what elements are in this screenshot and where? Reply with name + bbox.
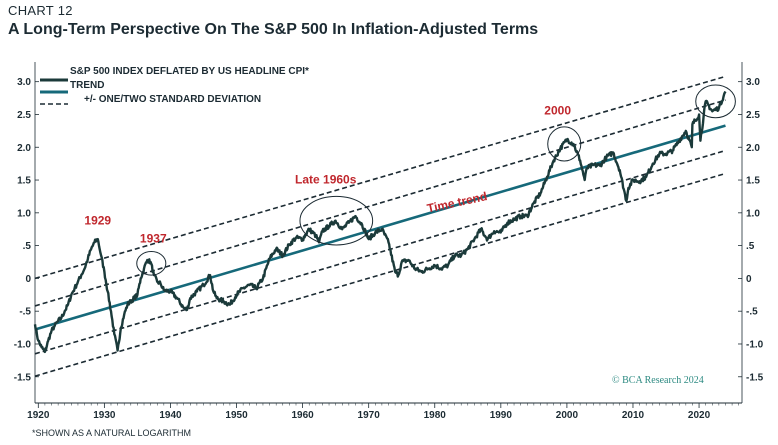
x-tick-label: 1920 <box>27 410 50 421</box>
y-tick-label-left: 0 <box>25 274 31 285</box>
index-series-group <box>33 90 727 354</box>
x-tick-label: 1940 <box>159 410 182 421</box>
y-tick-label-left: 3.0 <box>17 77 31 88</box>
highlight-circle <box>299 195 374 246</box>
highlight-circle <box>695 84 736 119</box>
legend: S&P 500 INDEX DEFLATED BY US HEADLINE CP… <box>40 66 309 105</box>
x-tick-label: 2020 <box>688 410 711 421</box>
y-tick-label-left: 1.5 <box>17 176 31 187</box>
y-tick-label-left: 2.5 <box>17 110 31 121</box>
legend-label-index: S&P 500 INDEX DEFLATED BY US HEADLINE CP… <box>70 66 309 77</box>
annotation-label: Late 1960s <box>295 172 357 186</box>
y-tick-label-right: 1.0 <box>746 208 760 219</box>
legend-label-trend: TREND <box>70 80 104 91</box>
x-tick-label: 1930 <box>93 410 116 421</box>
footnote: *SHOWN AS A NATURAL LOGARITHM <box>32 428 192 438</box>
y-tick-label-left: .5 <box>23 241 32 252</box>
y-tick-label-left: 1.0 <box>17 208 31 219</box>
x-tick-label: 1990 <box>490 410 513 421</box>
highlight-circle <box>136 251 167 276</box>
x-tick-label: 1960 <box>291 410 314 421</box>
y-tick-label-left: 2.0 <box>17 143 31 154</box>
legend-label-band: +/- ONE/TWO STANDARD DEVIATION <box>84 94 261 105</box>
y-tick-label-left: -1.5 <box>14 372 32 383</box>
y-tick-label-right: 2.0 <box>746 143 760 154</box>
std-dev-bands <box>34 75 726 377</box>
chart-number: CHART 12 <box>8 3 73 18</box>
std-dev-band-line <box>34 99 726 307</box>
annotations: 1929 1937 Late 1960s 2000 Time trend <box>84 103 571 245</box>
x-tick-label: 2000 <box>556 410 579 421</box>
y-tick-label-left: -1.0 <box>14 339 32 350</box>
y-tick-label-right: .5 <box>746 241 755 252</box>
y-tick-label-right: 2.5 <box>746 110 760 121</box>
highlight-circle <box>547 126 582 162</box>
highlight-circles <box>136 84 736 276</box>
chart-title: A Long-Term Perspective On The S&P 500 I… <box>8 21 539 38</box>
y-tick-label-right: 1.5 <box>746 176 760 187</box>
index-series-line <box>33 90 727 354</box>
trend-label: Time trend <box>426 189 489 215</box>
y-tick-label-right: -.5 <box>746 307 758 318</box>
y-tick-label-left: -.5 <box>19 307 31 318</box>
annotation-label: 1929 <box>84 214 111 228</box>
x-tick-label: 2010 <box>622 410 645 421</box>
trend-line <box>34 124 726 331</box>
x-tick-label: 1970 <box>358 410 381 421</box>
y-tick-label-right: -1.5 <box>746 372 764 383</box>
axis-ticks: 3.0 3.0 2.5 2.5 2.0 2.0 1.5 1.5 1.0 1.0 .5 .5 0 0 -.5 -… <box>14 77 764 421</box>
trend-line-group <box>34 124 726 331</box>
x-tick-label: 1950 <box>225 410 248 421</box>
annotation-label: 2000 <box>544 103 571 117</box>
annotation-label: 1937 <box>140 231 167 245</box>
y-tick-label-right: -1.0 <box>746 339 764 350</box>
credit: © BCA Research 2024 <box>612 375 704 386</box>
y-tick-label-right: 3.0 <box>746 77 760 88</box>
x-tick-label: 1980 <box>424 410 447 421</box>
y-tick-label-right: 0 <box>746 274 752 285</box>
